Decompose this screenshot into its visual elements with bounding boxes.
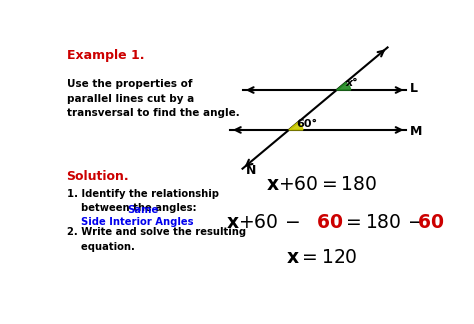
Text: 2. Write and solve the resulting
    equation.: 2. Write and solve the resulting equatio… [66, 227, 246, 252]
Text: M: M [410, 125, 422, 138]
Text: $ = 180\,-\,$: $ = 180\,-\,$ [342, 213, 423, 232]
Text: 1. Identify the relationship
    between the angles:: 1. Identify the relationship between the… [66, 189, 219, 214]
Text: $\mathbf{x}$$ = 120$: $\mathbf{x}$$ = 120$ [286, 248, 358, 267]
Text: Solution.: Solution. [66, 170, 129, 183]
Text: Example 1.: Example 1. [66, 49, 144, 62]
Text: $\mathbf{x}$$ + 60\,-\,$: $\mathbf{x}$$ + 60\,-\,$ [227, 213, 301, 232]
Text: Same: Same [127, 205, 158, 215]
Text: N: N [246, 164, 256, 177]
Text: x°: x° [346, 77, 358, 87]
Wedge shape [289, 122, 303, 130]
Text: Side Interior Angles: Side Interior Angles [66, 217, 193, 227]
Text: 60°: 60° [296, 119, 317, 129]
Text: L: L [410, 82, 418, 95]
Text: $\mathbf{60}$: $\mathbf{60}$ [316, 213, 344, 232]
Text: Use the properties of
parallel lines cut by a
transversal to find the angle.: Use the properties of parallel lines cut… [66, 79, 239, 118]
Text: $\mathbf{x}$$ + 60 = 180$: $\mathbf{x}$$ + 60 = 180$ [266, 175, 377, 194]
Wedge shape [337, 83, 351, 90]
Text: $\mathbf{60}$: $\mathbf{60}$ [418, 213, 445, 232]
